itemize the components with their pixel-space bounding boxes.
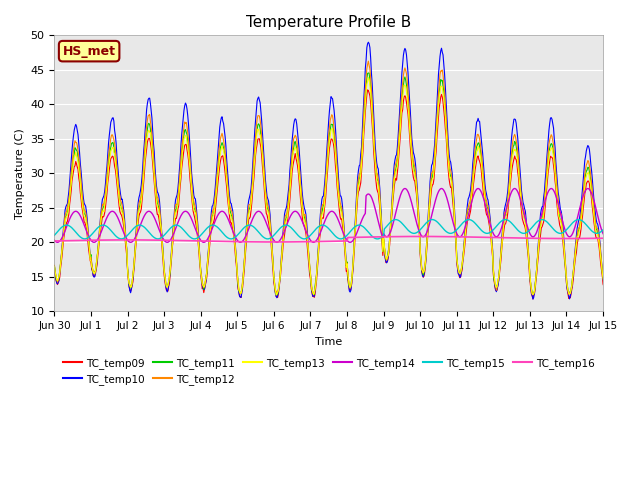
TC_temp11 (273, 292, 281, 298)
Line: TC_temp10: TC_temp10 (54, 42, 639, 299)
TC_temp16 (270, 239, 278, 245)
TC_temp11 (227, 209, 234, 215)
TC_temp09 (119, 218, 127, 224)
TC_temp13 (51, 264, 58, 269)
Line: TC_temp09: TC_temp09 (54, 90, 639, 299)
TC_temp10 (365, 39, 372, 45)
TC_temp15 (120, 235, 127, 241)
Line: TC_temp14: TC_temp14 (54, 189, 639, 242)
TC_temp11 (51, 263, 58, 269)
TC_temp09 (255, 136, 263, 142)
TC_temp14 (120, 230, 127, 236)
TC_temp09 (364, 87, 371, 93)
TC_temp13 (409, 162, 417, 168)
TC_temp10 (441, 71, 449, 77)
TC_temp14 (635, 229, 640, 235)
TC_temp10 (408, 135, 415, 141)
TC_temp16 (442, 234, 449, 240)
TC_temp14 (401, 186, 409, 192)
Y-axis label: Temperature (C): Temperature (C) (15, 128, 25, 219)
TC_temp14 (409, 204, 417, 209)
TC_temp09 (227, 219, 234, 225)
TC_temp12 (409, 153, 417, 158)
TC_temp11 (365, 70, 372, 76)
TC_temp14 (227, 224, 235, 230)
TC_temp16 (278, 239, 286, 245)
TC_temp16 (119, 237, 127, 243)
TC_temp09 (408, 162, 415, 168)
TC_temp12 (278, 254, 285, 260)
TC_temp15 (227, 236, 235, 242)
TC_temp16 (635, 235, 640, 240)
TC_temp12 (442, 102, 449, 108)
Line: TC_temp13: TC_temp13 (54, 77, 639, 295)
TC_temp09 (635, 276, 640, 281)
TC_temp15 (635, 228, 640, 233)
TC_temp15 (392, 216, 399, 222)
TC_temp11 (119, 210, 127, 216)
TC_temp11 (635, 268, 640, 274)
TC_temp09 (441, 115, 449, 120)
TC_temp14 (442, 191, 449, 196)
TC_temp10 (119, 202, 127, 207)
TC_temp15 (442, 228, 449, 234)
Line: TC_temp15: TC_temp15 (54, 219, 639, 239)
Line: TC_temp11: TC_temp11 (54, 73, 639, 295)
TC_temp16 (255, 239, 263, 245)
TC_temp12 (635, 269, 640, 275)
TC_temp13 (255, 131, 263, 137)
TC_temp12 (51, 263, 58, 268)
TC_temp12 (310, 292, 317, 298)
X-axis label: Time: Time (315, 336, 342, 347)
TC_temp13 (119, 212, 127, 218)
TC_temp16 (51, 238, 58, 244)
TC_temp14 (54, 240, 61, 245)
Title: Temperature Profile B: Temperature Profile B (246, 15, 412, 30)
TC_temp15 (256, 231, 264, 237)
Text: HS_met: HS_met (63, 45, 116, 58)
TC_temp10 (227, 200, 234, 206)
Legend: TC_temp09, TC_temp10, TC_temp11, TC_temp12, TC_temp13, TC_temp14, TC_temp15, TC_: TC_temp09, TC_temp10, TC_temp11, TC_temp… (59, 354, 598, 389)
TC_temp13 (278, 248, 286, 253)
TC_temp16 (417, 234, 424, 240)
TC_temp13 (365, 74, 372, 80)
TC_temp14 (51, 238, 58, 243)
TC_temp09 (278, 260, 285, 266)
TC_temp11 (409, 157, 417, 163)
TC_temp10 (51, 264, 58, 269)
TC_temp16 (408, 234, 415, 240)
TC_temp12 (119, 207, 127, 213)
TC_temp13 (635, 271, 640, 277)
TC_temp09 (529, 296, 537, 302)
TC_temp13 (227, 212, 234, 217)
Line: TC_temp16: TC_temp16 (54, 237, 639, 242)
TC_temp16 (227, 239, 234, 244)
TC_temp14 (278, 233, 286, 239)
TC_temp11 (278, 245, 286, 251)
TC_temp12 (227, 205, 234, 211)
TC_temp13 (442, 114, 449, 120)
TC_temp12 (365, 58, 372, 64)
TC_temp10 (635, 269, 640, 275)
Line: TC_temp12: TC_temp12 (54, 61, 639, 295)
TC_temp12 (255, 113, 263, 119)
TC_temp15 (81, 236, 89, 242)
TC_temp09 (51, 265, 58, 271)
TC_temp15 (409, 230, 417, 236)
TC_temp15 (278, 224, 286, 229)
TC_temp14 (256, 209, 264, 215)
TC_temp10 (529, 296, 537, 302)
TC_temp15 (51, 232, 58, 238)
TC_temp10 (278, 252, 285, 258)
TC_temp11 (442, 110, 449, 116)
TC_temp11 (255, 122, 263, 128)
TC_temp13 (272, 292, 280, 298)
TC_temp10 (255, 97, 263, 103)
